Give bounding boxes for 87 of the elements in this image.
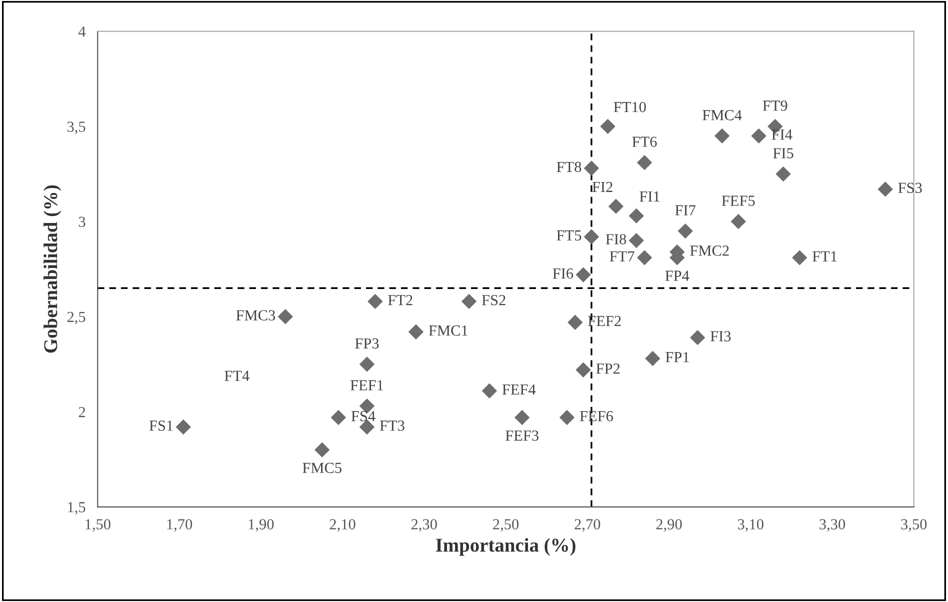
x-tick-label: 2,10 — [330, 519, 356, 532]
data-label: FT1 — [812, 251, 837, 262]
data-label: FT5 — [556, 230, 582, 241]
x-tick-label: 2,90 — [656, 519, 682, 532]
point — [176, 419, 191, 435]
x-axis-title: Importancia (%) — [436, 538, 576, 556]
point — [776, 166, 791, 182]
data-label: FS2 — [482, 294, 506, 306]
y-tick-label: 3 — [78, 216, 86, 227]
point — [514, 410, 530, 426]
point — [368, 294, 383, 310]
x-tick-label: 3,50 — [901, 519, 927, 532]
data-label: FMC3 — [236, 310, 276, 320]
y-axis-title: Gobernabilidad (%) — [44, 185, 62, 353]
point — [568, 314, 583, 330]
point — [576, 267, 591, 282]
data-label: FMC4 — [702, 110, 742, 120]
data-label: FP1 — [666, 352, 689, 362]
data-label: FI4 — [772, 130, 792, 140]
y-tick-label: 3,5 — [67, 122, 86, 134]
point — [359, 356, 375, 372]
data-label: FT6 — [632, 136, 657, 147]
data-label: FT3 — [380, 420, 404, 431]
point — [408, 324, 424, 340]
point — [608, 198, 624, 214]
data-label: FT8 — [556, 162, 582, 172]
point — [278, 309, 293, 324]
data-label: FEF4 — [502, 384, 536, 395]
point — [461, 294, 477, 310]
point — [878, 182, 893, 197]
data-label: FEF5 — [722, 196, 755, 206]
data-label: FEF2 — [588, 316, 621, 326]
data-label: FT9 — [762, 100, 788, 111]
point — [482, 383, 498, 398]
data-label: FI6 — [552, 268, 574, 279]
point — [600, 118, 616, 134]
data-label: FS3 — [898, 182, 922, 194]
data-label: FS1 — [149, 420, 173, 431]
data-label: FP2 — [596, 363, 620, 374]
point — [330, 410, 346, 426]
point — [636, 250, 652, 266]
data-label: FP3 — [355, 338, 379, 349]
data-label: FMC5 — [302, 462, 342, 474]
point — [628, 232, 644, 248]
x-tick-label: 1,70 — [167, 519, 192, 532]
data-label: FI5 — [773, 148, 794, 158]
data-label: FEF3 — [506, 430, 538, 441]
data-label: FI3 — [710, 331, 731, 342]
point — [792, 250, 808, 266]
data-label: FI7 — [675, 205, 696, 216]
x-tick-label: 3,30 — [820, 519, 846, 532]
y-tick-label: 1,5 — [68, 502, 86, 515]
data-label: FT10 — [614, 102, 646, 112]
point — [584, 229, 600, 244]
data-label: FI8 — [606, 234, 626, 244]
point — [576, 362, 591, 378]
data-label: FT2 — [388, 294, 412, 306]
point — [559, 410, 575, 426]
annotation: FT4 — [224, 370, 250, 381]
data-label: FS4 — [351, 411, 376, 422]
x-tick-label: 1,50 — [86, 519, 110, 532]
point — [636, 154, 652, 170]
data-label: FP4 — [665, 270, 690, 281]
data-label: FEF1 — [350, 380, 384, 390]
y-tick-label: 4 — [78, 26, 86, 37]
data-label: FMC2 — [690, 246, 729, 256]
x-tick-label: 2,50 — [493, 519, 519, 532]
point — [751, 128, 766, 144]
data-label: FI2 — [592, 182, 612, 192]
x-tick-label: 2,70 — [574, 519, 600, 532]
data-label: FMC1 — [428, 325, 468, 336]
x-tick-label: 3,10 — [738, 519, 764, 532]
point — [628, 208, 644, 224]
point — [314, 442, 330, 458]
point — [714, 128, 730, 144]
x-tick-label: 1,90 — [248, 519, 274, 532]
point — [730, 214, 746, 230]
point — [690, 330, 706, 346]
data-label: FEF6 — [580, 411, 613, 422]
data-label: FT7 — [610, 251, 634, 262]
x-tick-label: 2,30 — [411, 519, 437, 532]
point — [645, 350, 660, 366]
y-tick-label: 2 — [78, 406, 85, 418]
y-tick-label: 2,5 — [67, 312, 86, 324]
point — [678, 223, 693, 239]
data-label: FI1 — [640, 191, 660, 202]
point — [584, 160, 600, 176]
